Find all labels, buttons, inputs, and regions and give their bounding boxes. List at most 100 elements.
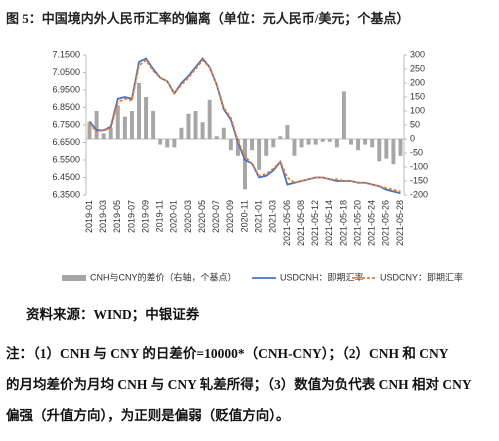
x-tick-label: 2019-03 (98, 200, 108, 233)
x-tick-label: 2021-05-08 (296, 200, 306, 246)
bar (243, 139, 247, 190)
bar (349, 139, 353, 145)
note-line: 偏强（升值方向），为正则是偏弱（贬值方向）。 (6, 408, 290, 423)
bar (320, 139, 325, 142)
x-tick-label: 2021-05-18 (338, 200, 348, 246)
bar (292, 139, 297, 156)
bar (158, 139, 163, 145)
bar (306, 139, 311, 145)
bar (377, 139, 382, 162)
x-tick-label: 2020-05 (197, 200, 207, 233)
x-tick-label: 2020-01 (169, 200, 179, 233)
y2-tick-label: 200 (410, 77, 425, 87)
x-tick-label: 2021-03 (268, 200, 278, 233)
bar (108, 127, 113, 139)
bar (115, 105, 120, 139)
y2-tick-label: 50 (410, 119, 420, 129)
note-line: 注：（1）CNH 与 CNY 的日差价=10000*（CNH-CNY）；（2）C… (6, 346, 449, 361)
line-series (88, 58, 401, 193)
bar (285, 125, 290, 139)
chart-title: 图 5：中国境内外人民币汇率的偏离（单位：元人民币/美元；个基点） (6, 11, 410, 26)
bar (370, 139, 375, 148)
bar (271, 139, 276, 148)
note-line: 的月均差价为月均 CNH 与 CNY 轧差所得；（3）数值为负代表 CNH 相对… (6, 377, 472, 392)
bar (313, 139, 318, 145)
bar (137, 83, 141, 139)
x-tick-label: 2019-11 (155, 200, 165, 232)
y-tick-label: 6.9500 (52, 84, 80, 94)
y2-tick-label: 300 (410, 49, 425, 59)
y-tick-label: 7.1500 (52, 49, 80, 59)
bar (165, 139, 170, 148)
bar (391, 139, 396, 165)
bar (186, 113, 191, 139)
x-tick-label: 2019-07 (126, 200, 136, 233)
bar (363, 139, 368, 145)
x-tick-label: 2021-05-06 (282, 200, 292, 246)
bar (327, 139, 332, 142)
bar (299, 139, 304, 148)
source: 资料来源：WIND；中银证券 (26, 307, 200, 322)
line-series (88, 57, 401, 195)
bar (172, 139, 177, 148)
legend-label: CNH与CNY的差价（右轴，个基点） (90, 271, 237, 282)
y2-tick-label: -150 (410, 175, 428, 185)
y2-tick-label: 0 (410, 133, 415, 143)
bar (384, 139, 389, 159)
x-tick-label: 2021-01 (254, 200, 264, 233)
x-tick-label: 2020-09 (225, 200, 235, 233)
x-tick-label: 2021-05-24 (367, 200, 377, 246)
bar (94, 111, 99, 139)
legend-label: USDCNH：即期汇率 (280, 271, 364, 282)
bar (214, 136, 219, 139)
chart: 6.3500 6.4500 6.5500 6.6500 6.7500 6.8500 6.95… (52, 49, 463, 282)
legend-swatch (62, 275, 86, 281)
x-tick-label: 2021-05-14 (324, 200, 334, 246)
x-tick-label: 2021-05-20 (352, 200, 362, 246)
bar (122, 116, 127, 139)
y-tick-label: 6.4500 (52, 172, 80, 182)
bar (207, 99, 212, 139)
bar (101, 133, 106, 139)
y-tick-label: 7.0500 (52, 67, 80, 77)
bar (278, 136, 283, 139)
y-tick-label: 6.8500 (52, 102, 80, 112)
x-tick-label: 2021-05-28 (395, 200, 405, 246)
bar (200, 122, 205, 139)
x-tick-label: 2019-09 (140, 200, 150, 233)
legend-label: USDCNY：即期汇率 (380, 271, 463, 282)
y-tick-label: 6.6500 (52, 137, 80, 147)
bar (257, 139, 262, 170)
x-tick-label: 2020-11 (239, 200, 249, 232)
bar (193, 111, 198, 139)
x-tick-label: 2019-05 (112, 200, 122, 233)
bar (356, 139, 361, 151)
bar (341, 91, 346, 139)
x-tick-label: 2020-07 (211, 200, 221, 233)
bar (398, 139, 403, 156)
x-tick-label: 2021-05-26 (381, 200, 391, 246)
y2-tick-label: 150 (410, 91, 425, 101)
bar (179, 127, 184, 139)
y-tick-label: 6.5500 (52, 154, 80, 164)
x-tick-label: 2020-03 (183, 200, 193, 233)
bar (235, 139, 240, 156)
bar (250, 139, 255, 151)
bar (334, 139, 339, 148)
bar (228, 139, 233, 151)
y2-tick-label: 100 (410, 105, 425, 115)
y2-tick-label: -200 (410, 189, 428, 199)
y-tick-label: 6.3500 (52, 189, 80, 199)
x-tick-label: 2021-05-12 (310, 200, 320, 246)
bar (264, 139, 269, 156)
bar (151, 111, 156, 139)
y-tick-label: 6.7500 (52, 119, 80, 129)
bar (87, 122, 92, 139)
x-tick-label: 2019-01 (84, 200, 94, 233)
y2-tick-label: -50 (410, 147, 423, 157)
y2-tick-label: 250 (410, 63, 425, 73)
bar (129, 111, 134, 139)
bar (221, 127, 226, 139)
y2-tick-label: -100 (410, 161, 428, 171)
